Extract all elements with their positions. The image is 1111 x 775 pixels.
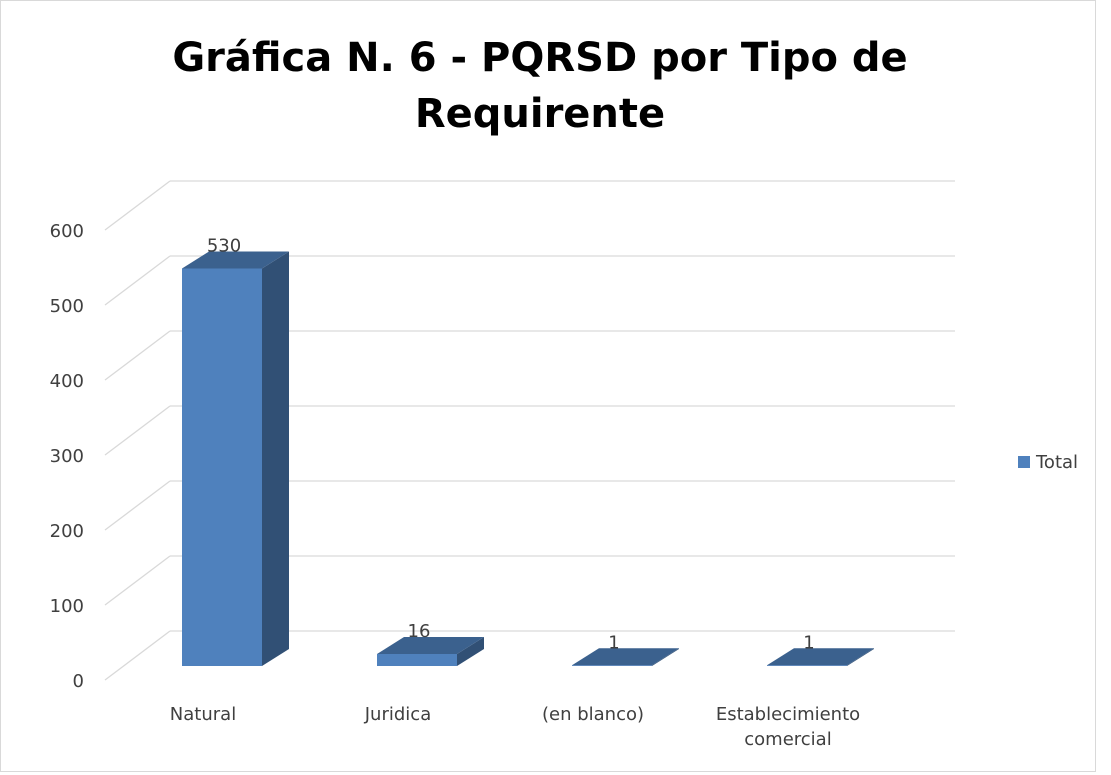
x-tick-label: Establecimiento comercial xyxy=(715,704,861,750)
bar-top xyxy=(377,637,484,654)
bar xyxy=(767,648,874,666)
bar-side xyxy=(847,648,874,666)
data-label: 530 xyxy=(207,236,241,257)
grid-line-side xyxy=(104,180,171,231)
grid-line-side xyxy=(104,555,171,606)
y-tick-label: 400 xyxy=(50,371,84,392)
data-label: 1 xyxy=(803,632,814,653)
bar-top xyxy=(572,648,679,666)
bar-front xyxy=(182,268,262,666)
bar-front xyxy=(767,665,847,666)
bar-side xyxy=(262,251,289,666)
grid-line-side xyxy=(104,630,171,681)
data-label: 1 xyxy=(608,632,619,653)
legend-swatch xyxy=(1018,456,1030,468)
grid-line-side xyxy=(104,405,171,456)
legend-label: Total xyxy=(1035,452,1078,473)
x-tick-label: (en blanco) xyxy=(541,704,645,725)
chart-title: Gráfica N. 6 - PQRSD por Tipo de Require… xyxy=(172,35,908,137)
x-tick-label: Juridica xyxy=(364,704,432,725)
y-tick-label: 300 xyxy=(50,446,84,467)
y-tick-label: 500 xyxy=(50,296,84,317)
bar-front xyxy=(572,665,652,666)
y-tick-label: 200 xyxy=(50,521,84,542)
bar-front xyxy=(377,654,457,666)
x-tick-label: Natural xyxy=(169,704,237,725)
bar xyxy=(377,637,484,666)
data-label: 16 xyxy=(408,621,431,642)
y-tick-label: 0 xyxy=(73,671,84,692)
y-tick-label: 100 xyxy=(50,596,84,617)
bar xyxy=(182,251,289,666)
grid-line-side xyxy=(104,480,171,531)
grid-line-side xyxy=(104,255,171,306)
bar-top xyxy=(182,251,289,269)
bar-side xyxy=(457,637,484,666)
bar-top xyxy=(767,648,874,666)
y-tick-label: 600 xyxy=(50,221,84,242)
grid-line-side xyxy=(104,330,171,381)
bar xyxy=(572,648,679,666)
bar-side xyxy=(652,648,679,666)
